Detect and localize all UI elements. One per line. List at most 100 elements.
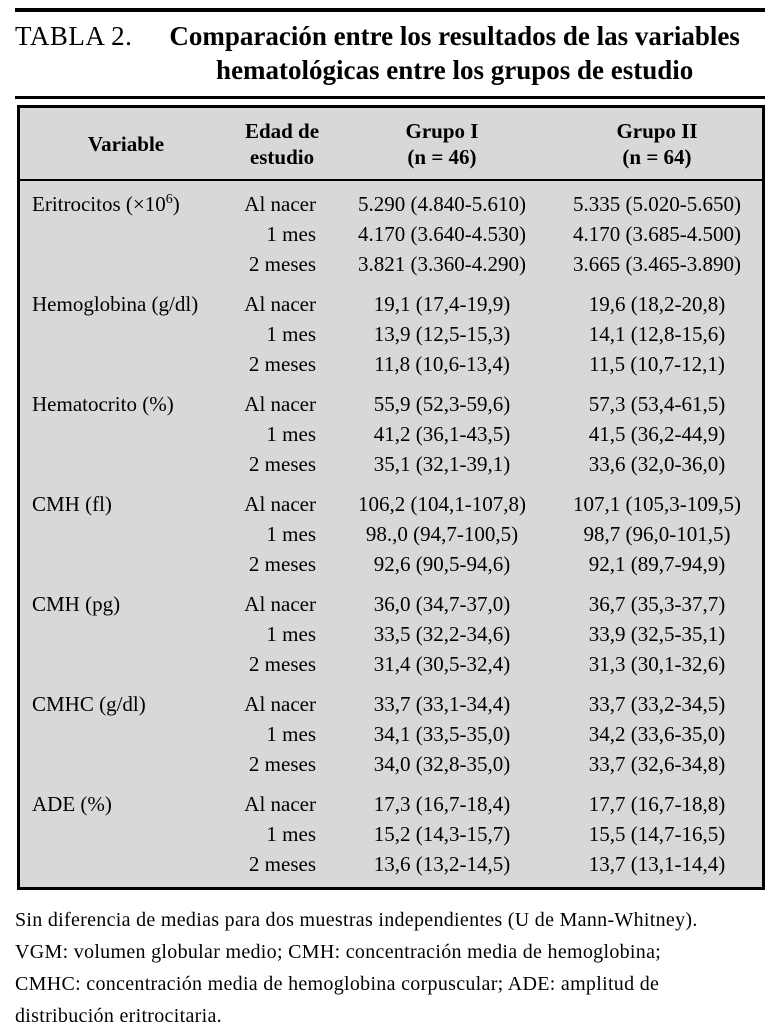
variable-cell: CMHC (g/dl)	[20, 679, 232, 779]
group2-value: 13,7 (13,1-14,4)	[588, 852, 726, 876]
hematology-table: Variable Edad de estudio Grupo I (n = 46…	[20, 108, 762, 887]
variable-cell: CMH (pg)	[20, 579, 232, 679]
table-row: CMH (pg) Al nacer 36,0 (34,7-37,0) 36,7 …	[20, 579, 762, 619]
group2-value: 15,5 (14,7-16,5)	[588, 822, 726, 846]
table-row: CMH (fl) Al nacer 106,2 (104,1-107,8) 10…	[20, 479, 762, 519]
group2-value: 36,7 (35,3-37,7)	[588, 592, 726, 616]
age-cell: 2 meses	[248, 752, 316, 776]
age-cell: 2 meses	[248, 652, 316, 676]
table-number-label: TABLA 2.	[15, 21, 133, 51]
variable-name: CMH (fl)	[32, 492, 112, 516]
group1-value: 36,0 (34,7-37,0)	[373, 592, 511, 616]
variable-name: Eritrocitos (×10	[32, 192, 166, 216]
variable-cell: ADE (%)	[20, 779, 232, 887]
group1-value: 33,5 (32,2-34,6)	[373, 622, 511, 646]
age-cell: 1 mes	[266, 222, 316, 246]
age-cell: 1 mes	[266, 422, 316, 446]
group1-value: 92,6 (90,5-94,6)	[373, 552, 511, 576]
group1-value: 3.821 (3.360-4.290)	[358, 252, 526, 276]
footnote-line: CMHC: concentración media de hemoglobina…	[15, 973, 660, 995]
age-cell: 2 meses	[248, 552, 316, 576]
group2-value: 98,7 (96,0-101,5)	[583, 522, 731, 546]
age-cell: Al nacer	[244, 492, 316, 516]
header-age: Edad de estudio	[232, 108, 332, 180]
title-rule-bottom	[15, 96, 765, 99]
table-header: Variable Edad de estudio Grupo I (n = 46…	[20, 108, 762, 180]
table-row: 2 meses 13,6 (13,2-14,5) 13,7 (13,1-14,4…	[20, 849, 762, 887]
table-row: 2 meses 92,6 (90,5-94,6) 92,1 (89,7-94,9…	[20, 549, 762, 579]
variable-name: CMH (pg)	[32, 592, 121, 616]
age-cell: 1 mes	[266, 622, 316, 646]
group1-value: 19,1 (17,4-19,9)	[373, 292, 511, 316]
table-row: Eritrocitos (×106) Al nacer 5.290 (4.840…	[20, 180, 762, 219]
variable-cell: Hemoglobina (g/dl)	[20, 279, 232, 379]
group2-value: 14,1 (12,8-15,6)	[588, 322, 726, 346]
table-title-line2: hematológicas entre los grupos de estudi…	[216, 55, 694, 85]
variable-name: CMHC (g/dl)	[32, 692, 146, 716]
variable-cell: Eritrocitos (×106)	[20, 180, 232, 279]
age-cell: Al nacer	[244, 392, 316, 416]
group2-value: 11,5 (10,7-12,1)	[589, 352, 725, 376]
footnote-line: VGM: volumen globular medio; CMH: concen…	[15, 941, 662, 963]
group1-value: 98.,0 (94,7-100,5)	[365, 522, 519, 546]
footnote-line: Sin diferencia de medias para dos muestr…	[15, 909, 698, 931]
age-cell: 2 meses	[248, 352, 316, 376]
table-row: 1 mes 15,2 (14,3-15,7) 15,5 (14,7-16,5)	[20, 819, 762, 849]
group1-value: 4.170 (3.640-4.530)	[358, 222, 526, 246]
title-rule-top	[15, 8, 765, 12]
footnote: Sin diferencia de medias para dos muestr…	[15, 904, 761, 1032]
age-cell: 1 mes	[266, 322, 316, 346]
age-cell: 2 meses	[248, 252, 316, 276]
group2-value: 33,9 (32,5-35,1)	[588, 622, 726, 646]
header-group2-line1: Grupo II	[616, 119, 698, 143]
age-cell: 2 meses	[248, 852, 316, 876]
group2-value: 17,7 (16,7-18,8)	[588, 792, 726, 816]
header-group1-line1: Grupo I	[405, 119, 479, 143]
group1-value: 11,8 (10,6-13,4)	[374, 352, 510, 376]
age-cell: 1 mes	[266, 822, 316, 846]
header-group1: Grupo I (n = 46)	[332, 108, 552, 180]
header-group2-line2: (n = 64)	[622, 145, 692, 169]
variable-name: Hemoglobina (g/dl)	[32, 292, 199, 316]
header-group1-line2: (n = 46)	[407, 145, 477, 169]
variable-cell: Hematocrito (%)	[20, 379, 232, 479]
variable-name: ADE (%)	[32, 792, 112, 816]
variable-cell: CMH (fl)	[20, 479, 232, 579]
table-row: 1 mes 13,9 (12,5-15,3) 14,1 (12,8-15,6)	[20, 319, 762, 349]
group2-value: 33,7 (33,2-34,5)	[588, 692, 726, 716]
table-row: Hemoglobina (g/dl) Al nacer 19,1 (17,4-1…	[20, 279, 762, 319]
table-title-text: Comparación entre los resultados de las …	[144, 19, 765, 87]
variable-name-suffix: )	[172, 192, 180, 216]
age-cell: 1 mes	[266, 522, 316, 546]
table-row: 1 mes 34,1 (33,5-35,0) 34,2 (33,6-35,0)	[20, 719, 762, 749]
group2-value: 3.665 (3.465-3.890)	[573, 252, 741, 276]
group2-value: 5.335 (5.020-5.650)	[573, 192, 741, 216]
group1-value: 15,2 (14,3-15,7)	[373, 822, 511, 846]
table-row: Hematocrito (%) Al nacer 55,9 (52,3-59,6…	[20, 379, 762, 419]
age-cell: Al nacer	[244, 692, 316, 716]
group2-value: 19,6 (18,2-20,8)	[588, 292, 726, 316]
table-row: 2 meses 35,1 (32,1-39,1) 33,6 (32,0-36,0…	[20, 449, 762, 479]
group2-value: 31,3 (30,1-32,6)	[588, 652, 726, 676]
age-cell: 2 meses	[248, 452, 316, 476]
age-cell: Al nacer	[244, 792, 316, 816]
table-row: CMHC (g/dl) Al nacer 33,7 (33,1-34,4) 33…	[20, 679, 762, 719]
group2-value: 34,2 (33,6-35,0)	[588, 722, 726, 746]
group2-value: 107,1 (105,3-109,5)	[573, 492, 741, 516]
table-row: 2 meses 11,8 (10,6-13,4) 11,5 (10,7-12,1…	[20, 349, 762, 379]
table-row: 2 meses 34,0 (32,8-35,0) 33,7 (32,6-34,8…	[20, 749, 762, 779]
group2-value: 92,1 (89,7-94,9)	[588, 552, 726, 576]
group2-value: 33,6 (32,0-36,0)	[588, 452, 726, 476]
group1-value: 17,3 (16,7-18,4)	[373, 792, 511, 816]
group1-value: 5.290 (4.840-5.610)	[358, 192, 526, 216]
table-row: 1 mes 41,2 (36,1-43,5) 41,5 (36,2-44,9)	[20, 419, 762, 449]
group1-value: 33,7 (33,1-34,4)	[373, 692, 511, 716]
group2-value: 57,3 (53,4-61,5)	[588, 392, 726, 416]
group1-value: 13,9 (12,5-15,3)	[373, 322, 511, 346]
table-row: 2 meses 3.821 (3.360-4.290) 3.665 (3.465…	[20, 249, 762, 279]
group2-value: 41,5 (36,2-44,9)	[588, 422, 726, 446]
variable-superscript: 6	[165, 192, 173, 207]
group1-value: 31,4 (30,5-32,4)	[373, 652, 511, 676]
table-row: 2 meses 31,4 (30,5-32,4) 31,3 (30,1-32,6…	[20, 649, 762, 679]
